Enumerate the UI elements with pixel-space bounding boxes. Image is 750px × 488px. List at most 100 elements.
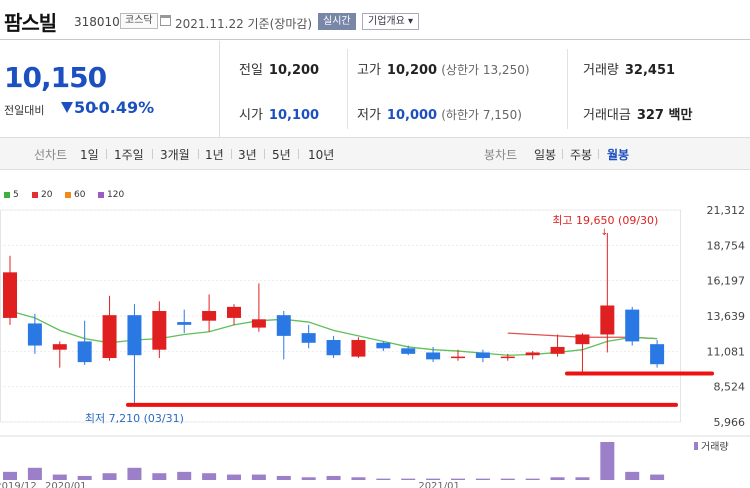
open-stat: 시가 10,100 (239, 104, 319, 123)
price-axis: 21,312 18,754 16,197 13,639 11,081 8,524 5,966 (707, 204, 746, 429)
tab-10-years[interactable]: 10년 (308, 148, 335, 162)
high-value: 10,200 (386, 63, 438, 78)
ma5-line (9, 310, 658, 356)
volume-bar (102, 473, 117, 480)
candle-body (202, 311, 217, 321)
volume-bar (475, 478, 490, 480)
volume-bar (227, 474, 241, 480)
chart-period-tabs: 선차트 1일 1주일 3개월 1년 3년 5년 10년 봉차트 일봉 주봉 월봉 (0, 137, 750, 170)
tab-1-day[interactable]: 1일 (80, 148, 99, 162)
legend-ma120: 120 (98, 190, 124, 200)
tab-monthly[interactable]: 월봉 (607, 148, 630, 162)
candle-body (500, 356, 515, 359)
tab-1-week[interactable]: 1주일 (114, 148, 144, 162)
volume-bar (177, 471, 192, 480)
prev-close-label: 전일 (239, 63, 263, 78)
legend-ma5: 5 (4, 190, 19, 200)
x-tick-label: 2020/01 (45, 481, 87, 488)
legend-label: 5 (13, 190, 19, 200)
tab-3-months[interactable]: 3개월 (160, 148, 190, 162)
candle-body (27, 323, 42, 346)
y-tick-label: 5,966 (714, 416, 746, 429)
candle-body (650, 344, 665, 365)
volume-bar (251, 474, 266, 480)
candle-body (77, 341, 92, 363)
calendar-icon (160, 15, 171, 26)
down-candle (326, 335, 341, 358)
volume-bar (426, 478, 441, 480)
volume-bar (625, 471, 640, 480)
change-percent: -0.49% (92, 98, 155, 117)
amount-stat: 거래대금 327 백만 (583, 104, 692, 123)
candle-body (152, 311, 167, 350)
tab-separator (264, 149, 265, 159)
volume-legend-swatch (694, 442, 698, 450)
tab-5-years[interactable]: 5년 (272, 148, 291, 162)
y-tick-label: 13,639 (707, 310, 746, 323)
volume-bar (500, 478, 515, 480)
volume-legend-label: 거래량 (701, 441, 729, 453)
price-panel: 10,150 전일대비 50 -0.49% (0, 41, 220, 137)
legend-label: 120 (107, 190, 125, 200)
tab-separator (298, 149, 299, 159)
amount-label: 거래대금 (583, 108, 631, 123)
legend-swatch (32, 191, 38, 198)
lower-limit: (하한가 7,150) (441, 108, 522, 122)
candle-body (525, 352, 540, 356)
high-stat: 고가 10,200 (상한가 13,250) (357, 59, 530, 78)
tab-weekly[interactable]: 주봉 (570, 148, 593, 162)
volume-bar (401, 478, 416, 480)
up-candle (202, 294, 217, 332)
volume-bar (451, 478, 465, 480)
x-tick-label: 2019/12 (0, 481, 37, 488)
up-candle (3, 255, 17, 325)
up-candle (251, 283, 266, 332)
tab-1-year[interactable]: 1년 (205, 148, 224, 162)
divider (567, 49, 568, 129)
down-candle (177, 309, 192, 334)
volume-label: 거래량 (583, 63, 619, 78)
down-candle (276, 311, 291, 360)
volume-stat: 거래량 32,451 (583, 59, 675, 78)
candle-body (102, 315, 117, 358)
tab-separator (598, 149, 599, 159)
y-tick-label: 11,081 (707, 345, 746, 358)
realtime-button[interactable]: 실시간 (318, 13, 356, 30)
candle-body (475, 352, 490, 358)
volume-value: 32,451 (624, 63, 676, 78)
candle-body (52, 344, 67, 350)
legend-ma60: 60 (65, 190, 85, 200)
candlestick-chart[interactable]: 21,312 18,754 16,197 13,639 11,081 8,524 5,966… (0, 200, 750, 488)
volume-bar (202, 473, 217, 480)
candle-body (550, 346, 565, 354)
high-label: 고가 (357, 63, 381, 78)
volume-bar (376, 478, 391, 480)
low-label: 저가 (357, 108, 381, 123)
volume-bar (152, 473, 167, 480)
y-tick-label: 8,524 (714, 381, 746, 394)
company-overview-dropdown[interactable]: 기업개요 ▾ (362, 13, 419, 30)
tab-daily[interactable]: 일봉 (534, 148, 557, 162)
market-badge: 코스닥 (120, 13, 158, 29)
candle-body (401, 348, 416, 354)
annotations: 최고 19,650 (09/30)↓ 최저 7,210 (03/31) (85, 214, 714, 425)
up-candle (451, 349, 465, 361)
chart-grid (0, 209, 681, 423)
volume-bar (27, 467, 42, 480)
down-candle (301, 324, 316, 349)
stock-name: 팜스빌 (4, 11, 57, 35)
candle-chart-label: 봉차트 (484, 148, 518, 162)
tab-separator (152, 149, 153, 159)
volume-bar (326, 475, 341, 480)
volume-bar (127, 467, 142, 480)
tab-separator (562, 149, 563, 159)
line-chart-label: 선차트 (34, 148, 68, 162)
down-candle (401, 345, 416, 356)
low-value: 10,000 (386, 108, 438, 123)
candle-body (351, 340, 366, 357)
x-tick-label: 2021/01 (418, 481, 460, 488)
change-value: 50 (74, 98, 97, 117)
stats-grid: 전일 10,200 고가 10,200 (상한가 13,250) 거래량 32,451… (221, 41, 750, 137)
open-value: 10,100 (268, 108, 320, 123)
tab-3-years[interactable]: 3년 (238, 148, 257, 162)
